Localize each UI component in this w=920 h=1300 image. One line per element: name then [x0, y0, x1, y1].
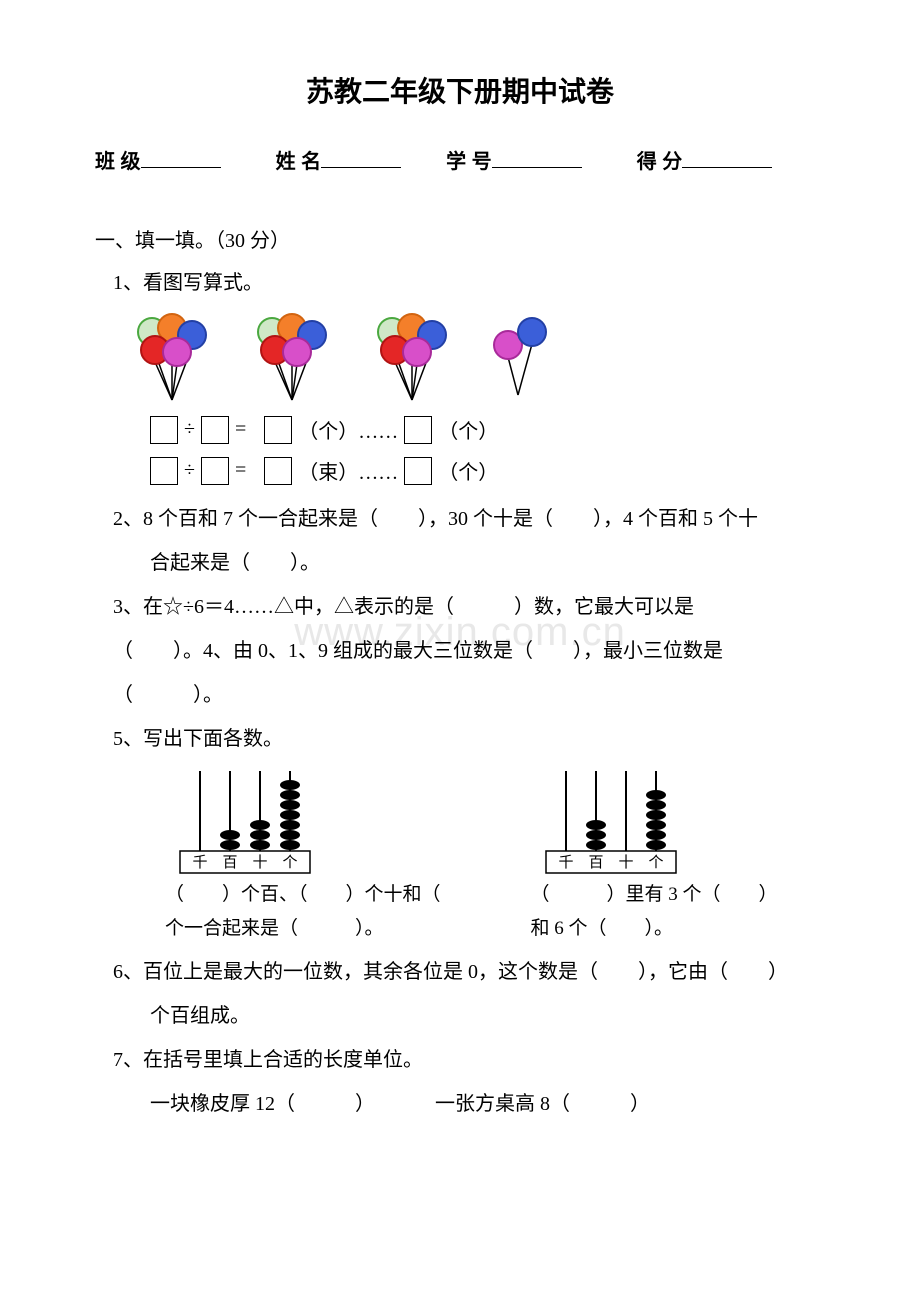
eq1-box3[interactable]	[264, 416, 292, 444]
svg-text:百: 百	[222, 855, 237, 871]
abacus-section: 千百十个 （ ）个百、（ ）个十和（ 个一合起来是（ ）。 千百十个 （ ）里有…	[165, 766, 825, 945]
svg-text:个: 个	[282, 854, 297, 871]
q7-items: 一块橡皮厚 12（ ） 一张方桌高 8（ ）	[150, 1082, 825, 1126]
content: 苏教二年级下册期中试卷 班 级 姓 名 学 号 得 分 一、填一填。（30 分）…	[95, 70, 825, 1126]
id-underline	[492, 150, 582, 168]
abacus-1-svg: 千百十个	[165, 766, 335, 876]
name-field[interactable]: 姓 名	[276, 145, 402, 174]
svg-text:十: 十	[252, 854, 267, 871]
abacus-1: 千百十个 （ ）个百、（ ）个十和（ 个一合起来是（ ）。	[165, 766, 441, 945]
q1-label: 1、看图写算式。	[113, 261, 825, 305]
abacus-2: 千百十个 （ ）里有 3 个（ ） 和 6 个（ ）。	[531, 766, 778, 945]
svg-text:千: 千	[192, 854, 207, 871]
q7-item1: 一块橡皮厚 12（ ）	[150, 1082, 375, 1126]
q3-line2: （ ）。4、由 0、1、9 组成的最大三位数是（ ），最小三位数是	[113, 629, 825, 673]
svg-text:个: 个	[648, 854, 663, 871]
class-underline	[141, 150, 221, 168]
id-field[interactable]: 学 号	[446, 145, 582, 174]
abacus1-caption1: （ ）个百、（ ）个十和（	[165, 880, 441, 910]
balloon-group-3	[370, 310, 460, 405]
equation-2: ÷ = （束）…… （个）	[150, 456, 825, 485]
abacus2-caption2: 和 6 个（ ）。	[531, 914, 778, 944]
q2-line1: 2、8 个百和 7 个一合起来是（ ），30 个十是（ ），4 个百和 5 个十	[113, 497, 825, 541]
eq2-box4[interactable]	[404, 457, 432, 485]
id-label: 学 号	[446, 145, 492, 174]
balloon-group-4	[490, 310, 550, 405]
name-underline	[321, 150, 401, 168]
header-row: 班 级 姓 名 学 号 得 分	[95, 145, 825, 174]
eq1-box4[interactable]	[404, 416, 432, 444]
q3-line1: 3、在☆÷6＝4……△中，△表示的是（ ）数，它最大可以是	[113, 585, 825, 629]
abacus-2-svg: 千百十个	[531, 766, 701, 876]
eq2-unit2: （个）	[438, 456, 498, 485]
score-field[interactable]: 得 分	[637, 145, 773, 174]
equals-symbol-2: =	[235, 459, 246, 482]
q7-item2: 一张方桌高 8（ ）	[435, 1082, 650, 1126]
equals-symbol: =	[235, 418, 246, 441]
q6-line2: 个百组成。	[150, 994, 825, 1038]
score-underline	[682, 150, 772, 168]
eq1-unit2: （个）	[438, 415, 498, 444]
class-label: 班 级	[95, 145, 141, 174]
section1-title: 一、填一填。（30 分）	[95, 224, 825, 253]
page-title: 苏教二年级下册期中试卷	[95, 70, 825, 110]
eq2-box3[interactable]	[264, 457, 292, 485]
svg-text:百: 百	[588, 855, 603, 871]
q7-label: 7、在括号里填上合适的长度单位。	[113, 1038, 825, 1082]
equation-1: ÷ = （个）…… （个）	[150, 415, 825, 444]
score-label: 得 分	[637, 145, 683, 174]
name-label: 姓 名	[276, 145, 322, 174]
q6-line1: 6、百位上是最大的一位数，其余各位是 0，这个数是（ ），它由（ ）	[113, 950, 825, 994]
eq2-box1[interactable]	[150, 457, 178, 485]
balloons-row	[130, 310, 825, 405]
q2-line2: 合起来是（ ）。	[150, 541, 825, 585]
abacus1-caption2: 个一合起来是（ ）。	[165, 914, 441, 944]
balloon-group-1	[130, 310, 220, 405]
svg-text:十: 十	[618, 854, 633, 871]
eq1-box2[interactable]	[201, 416, 229, 444]
abacus2-caption1: （ ）里有 3 个（ ）	[531, 880, 778, 910]
eq1-unit1: （个）……	[298, 415, 398, 444]
eq1-box1[interactable]	[150, 416, 178, 444]
svg-text:千: 千	[558, 854, 573, 871]
divide-symbol-2: ÷	[184, 459, 195, 482]
divide-symbol: ÷	[184, 418, 195, 441]
eq2-unit1: （束）……	[298, 456, 398, 485]
class-field[interactable]: 班 级	[95, 145, 221, 174]
balloon-group-2	[250, 310, 340, 405]
q3-line3: （ ）。	[113, 673, 825, 717]
q5-label: 5、写出下面各数。	[113, 717, 825, 761]
eq2-box2[interactable]	[201, 457, 229, 485]
